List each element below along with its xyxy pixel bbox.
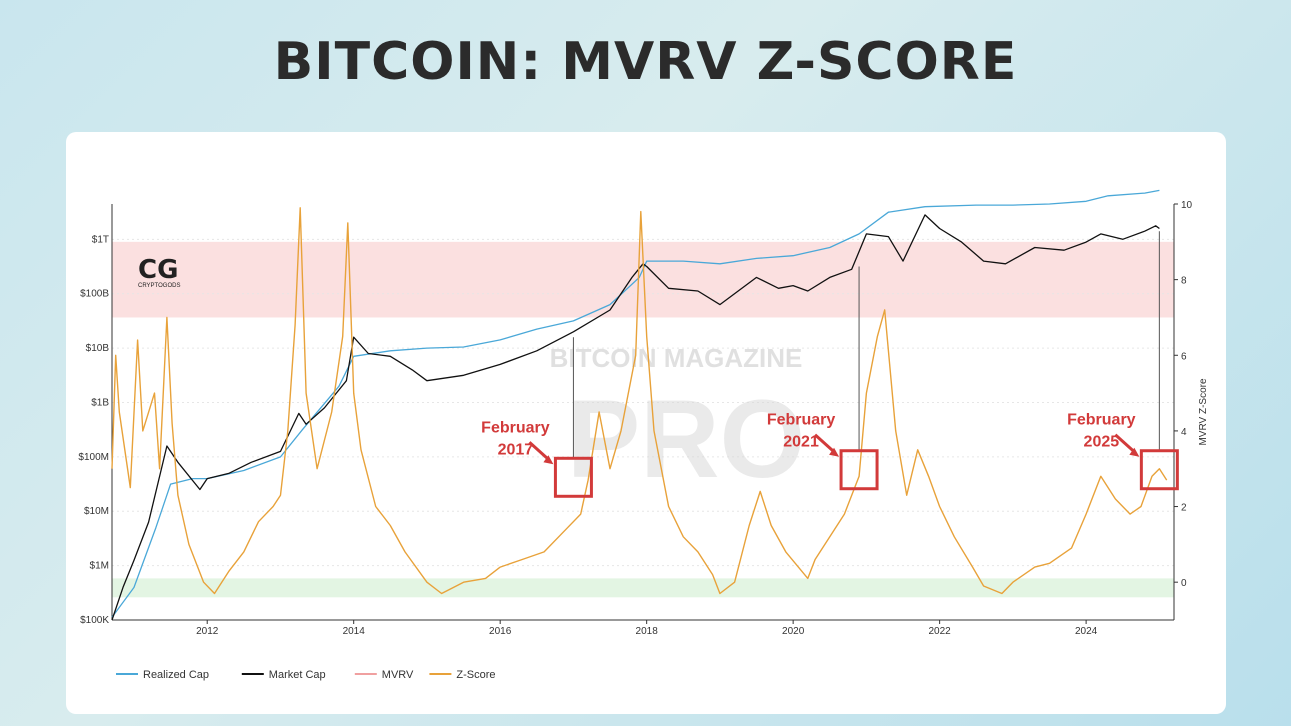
annotation-box (1139, 449, 1179, 491)
x-tick-label: 2024 (1075, 626, 1098, 637)
y-right-tick-label: 8 (1181, 276, 1187, 287)
annotation-label-year: 2021 (783, 434, 819, 451)
series-z-score (111, 207, 1168, 595)
annotation-arrow (814, 433, 837, 454)
annotation-label-year: 2025 (1084, 434, 1120, 451)
annotation-label-year: 2017 (498, 441, 534, 458)
y-right-tick-label: 10 (1181, 200, 1193, 211)
y-left-tick-label: $100K (80, 615, 109, 626)
page-title: BITCOIN: MVRV Z-SCORE (273, 32, 1018, 92)
logo-text: CRYPTOGODS (138, 283, 180, 289)
y-left-tick-label: $100M (78, 452, 109, 463)
annotation-box (553, 456, 593, 498)
annotation-box (839, 449, 879, 491)
y-right-tick-label: 4 (1181, 427, 1187, 438)
legend-label: Market Cap (269, 669, 326, 681)
y-right-tick-label: 0 (1181, 578, 1187, 589)
chart-card: BITCOIN MAGAZINE PRO CG CRYPTOGODS $100K $1M $… (66, 132, 1226, 714)
logo-mark: CG (138, 255, 178, 285)
legend-label: Z-Score (456, 669, 495, 681)
y-right-tick-label: 6 (1181, 351, 1187, 362)
x-tick-label: 2012 (196, 626, 219, 637)
y-left-tick-label: $10B (86, 343, 110, 354)
y-left-tick-label: $1M (90, 561, 109, 572)
x-tick-label: 2016 (489, 626, 512, 637)
annotation-arrow (528, 441, 551, 462)
annotation-arrowhead (543, 455, 554, 465)
y-left-tick-label: $100B (80, 289, 109, 300)
annotation-arrowhead (829, 447, 840, 457)
legend-label: Realized Cap (143, 669, 209, 681)
band-lower (112, 578, 1174, 598)
watermark-line1: BITCOIN MAGAZINE (550, 343, 803, 373)
x-tick-label: 2022 (929, 626, 952, 637)
annotation-label: February (481, 419, 550, 436)
watermark-line2: PRO (567, 378, 805, 501)
series-realized-cap (111, 189, 1160, 618)
annotation-label: February (767, 412, 836, 429)
annotation-arrowhead (1129, 447, 1140, 457)
y-left-tick-label: $10M (84, 506, 109, 517)
y-left-tick-label: $1T (92, 234, 109, 245)
x-tick-label: 2018 (636, 626, 659, 637)
y-left-tick-label: $1B (91, 397, 109, 408)
legend-label: MVRV (382, 669, 414, 681)
annotation-arrow (1114, 433, 1137, 454)
x-tick-label: 2014 (343, 626, 366, 637)
x-tick-label: 2020 (782, 626, 805, 637)
y-right-tick-label: 2 (1181, 503, 1187, 514)
annotation-label: February (1067, 412, 1136, 429)
y-right-axis-label: MVRV Z-Score (1198, 378, 1209, 445)
